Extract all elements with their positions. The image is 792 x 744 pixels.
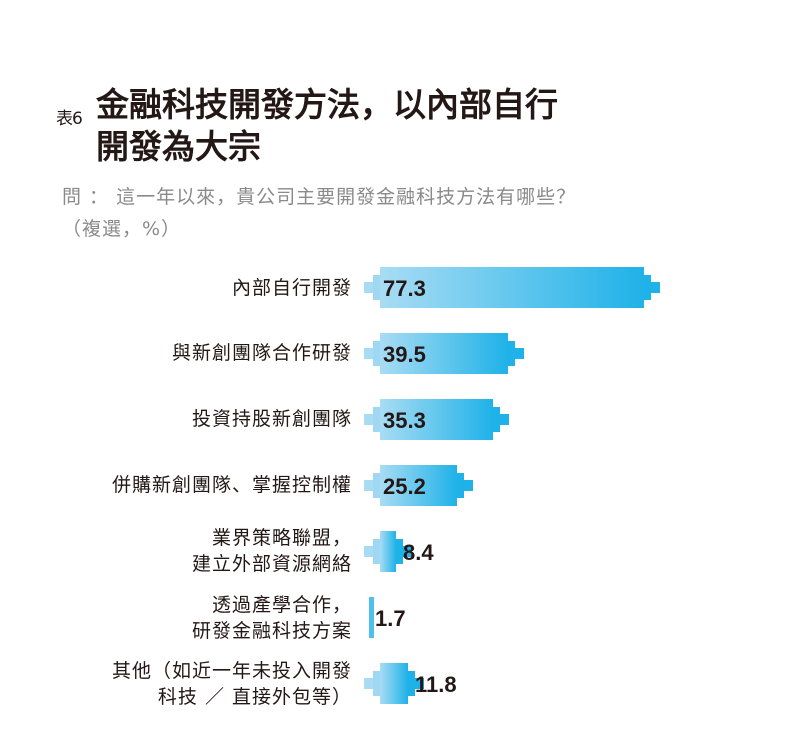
value-label: 8.4 [403, 540, 434, 565]
category-label: 投資持股新創團隊 [191, 408, 352, 430]
value-label: 39.5 [383, 342, 426, 367]
value-label: 35.3 [383, 408, 426, 433]
value-label: 77.3 [383, 276, 426, 301]
question-line2: （複選，%） [62, 218, 182, 240]
category-label: 內部自行開發 [231, 277, 352, 299]
category-label: 透過產學合作， 研發金融科技方案 [191, 594, 352, 642]
category-label: 併購新創團隊、掌握控制權 [111, 474, 352, 496]
value-label: 25.2 [383, 474, 426, 499]
question-line1: 問 ： 這一年以來，貴公司主要開發金融科技方法有哪些？ [62, 186, 577, 208]
value-label: 11.8 [415, 672, 457, 697]
category-label: 其他（如近一年未投入開發 科技 ／ 直接外包等） [111, 660, 352, 708]
chart-title-line1: 金融科技開發方法，以內部自行 [96, 85, 558, 124]
value-label: 1.7 [375, 606, 406, 631]
chart-title: 金融科技開發方法，以內部自行 開發為大宗 [96, 84, 558, 168]
category-label: 業界策略聯盟， 建立外部資源網絡 [191, 527, 352, 575]
table-tag: 表6 [56, 109, 83, 129]
category-label: 與新創團隊合作研發 [171, 342, 352, 364]
chart-question: 問 ： 這一年以來，貴公司主要開發金融科技方法有哪些？ （複選，%） [62, 181, 576, 245]
chart-title-line2: 開發為大宗 [96, 127, 261, 166]
